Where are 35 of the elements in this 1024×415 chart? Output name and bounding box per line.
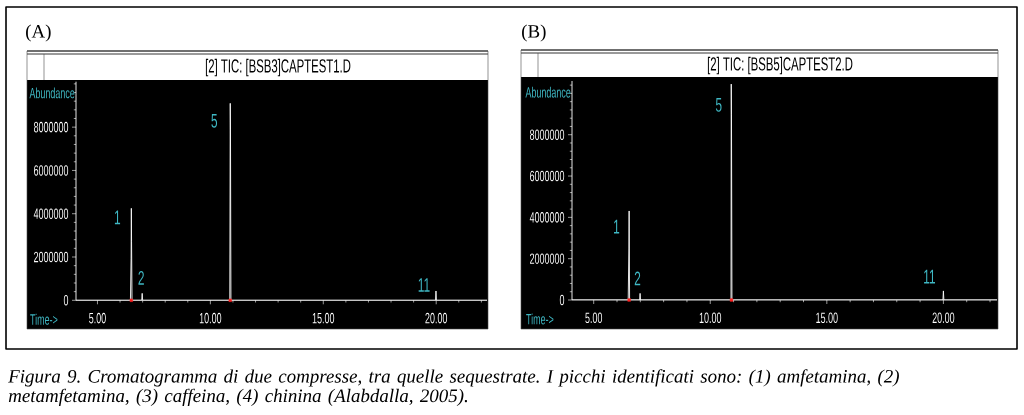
text: Figura 9. Cromatogramma di due compresse, tra quelle sequestrate. I picchi identificati sono: (1) amfetamina, (2) metamfetamina, (3) caffeina, (4) chinina (Alabdalla, 2005). — [8, 369, 899, 406]
x-tick-label: 15.00 — [816, 312, 838, 324]
annotation: 11 — [418, 278, 430, 292]
x-tick-label: 5.00 — [585, 312, 603, 324]
x-tick-label: 10.00 — [699, 312, 722, 324]
y-axis-title: Abundance — [29, 87, 75, 99]
y-tick-label: 0 — [559, 294, 565, 306]
x-tick-label: 10.00 — [199, 312, 222, 324]
chart-title: (A) — [26, 24, 51, 42]
annotation: 5 — [211, 113, 218, 128]
annotation: 2 — [634, 271, 641, 286]
x-tick-label: 20.00 — [932, 312, 955, 324]
annotation: 1 — [114, 210, 121, 225]
x-tick-label: 5.00 — [89, 312, 106, 324]
y-tick-label: 4000000 — [33, 208, 69, 220]
y-tick-label: 2000000 — [530, 253, 565, 264]
chart-title: (B) — [522, 24, 546, 42]
y-tick-label: 0 — [63, 295, 69, 306]
chart-subtitle: [2] TIC: [BSB5]CAPTEST2.D — [707, 56, 853, 75]
y-tick-label: 6000000 — [34, 165, 69, 176]
x-axis-title: Time-> — [30, 313, 58, 325]
y-tick-label: 4000000 — [529, 212, 565, 223]
y-tick-label: 8000000 — [529, 129, 565, 140]
annotation: 1 — [614, 219, 620, 234]
annotation: 11 — [924, 269, 936, 284]
y-tick-label: 8000000 — [33, 121, 69, 133]
annotation: 5 — [715, 97, 722, 112]
chart-subtitle: [2] TIC: [BSB3]CAPTEST1.D — [205, 58, 351, 77]
y-axis-title: Abundance — [525, 86, 571, 98]
x-axis-title: Time-> — [526, 313, 554, 325]
y-tick-label: 2000000 — [34, 251, 69, 263]
x-tick-label: 15.00 — [312, 312, 335, 324]
x-tick-label: 20.00 — [425, 312, 448, 324]
y-tick-label: 6000000 — [530, 170, 565, 182]
annotation: 2 — [138, 270, 144, 285]
